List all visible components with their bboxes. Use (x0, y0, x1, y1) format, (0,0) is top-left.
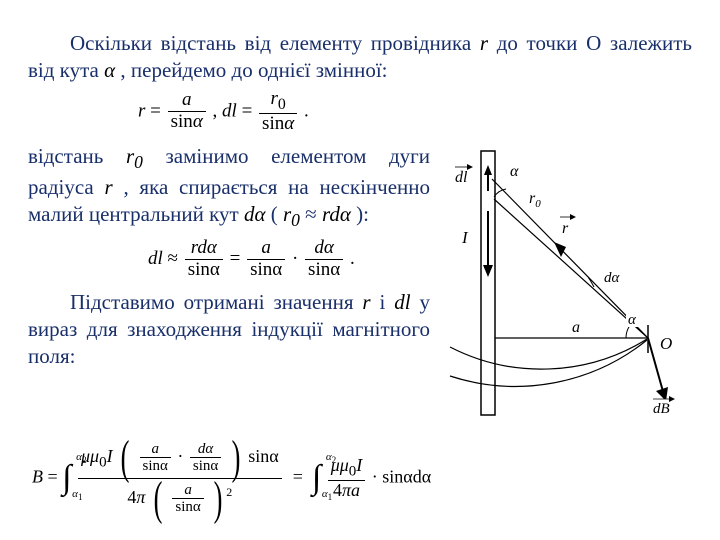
f1-dl: dl (222, 100, 237, 121)
alpha-arc-top (494, 189, 506, 197)
label-a: a (572, 319, 580, 336)
sym-r3: r (362, 290, 370, 314)
f1-frac1: a sinα (168, 90, 206, 133)
r-line-upper (492, 179, 648, 338)
figure-svg: dl α r0 I r dα α a O dB (430, 143, 690, 423)
f1-period: . (304, 100, 309, 121)
arc-2 (450, 340, 647, 386)
p1-suffix: , перейдемо до однієї змінної: (120, 58, 387, 82)
sym-r: r (480, 31, 488, 55)
formula-1: r = a sinα , dl = r0 sinα . (138, 89, 692, 135)
figure: dl α r0 I r dα α a O dB (430, 143, 690, 430)
paragraph-2: відстань r0 замінимо елементом дуги раді… (28, 143, 430, 232)
label-r-vec: r (562, 220, 569, 237)
sym-r2: r (105, 175, 113, 199)
label-alpha-mid: α (628, 312, 637, 328)
label-alpha-top: α (510, 163, 519, 180)
label-O: O (660, 334, 672, 353)
formula-3: B = ∫ α2 α1 μμ0I ( a sinα · dα sinα ) si… (32, 438, 692, 519)
sym-alpha: α (104, 58, 115, 82)
sym-dl3: dl (394, 290, 410, 314)
label-da: dα (604, 270, 621, 286)
integral-2: ∫ α2 α1 (312, 456, 321, 500)
f1-frac2: r0 sinα (259, 89, 297, 135)
f1-eq: = (150, 100, 165, 121)
sym-r0: r0 (126, 144, 143, 168)
label-dB: dB (653, 401, 670, 417)
paragraph-3: Підставимо отримані зна­чення r і dl у в… (28, 289, 430, 371)
label-dl: dl (455, 169, 468, 186)
paragraph-1: Оскільки відстань від елементу провідник… (28, 30, 692, 85)
p1-text: Оскільки відстань від елементу провідник… (70, 31, 480, 55)
integral-1: ∫ α2 α1 (62, 456, 71, 500)
formula-2: dl ≈ rdα sinα = a sinα · dα sinα . (148, 238, 430, 281)
sym-dalpha: dα (244, 202, 266, 226)
arc-1 (450, 339, 647, 369)
f1-comma: , (213, 100, 223, 121)
f1-r: r (138, 100, 145, 121)
